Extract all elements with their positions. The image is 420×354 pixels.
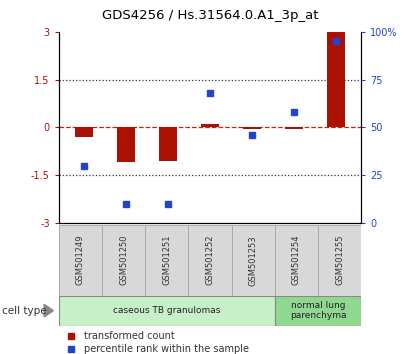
Text: GSM501249: GSM501249 [76, 235, 85, 285]
Text: GSM501250: GSM501250 [119, 235, 128, 285]
Bar [117, 127, 136, 162]
Bar [327, 32, 346, 127]
Text: GSM501253: GSM501253 [249, 235, 258, 286]
FancyBboxPatch shape [102, 225, 145, 296]
FancyBboxPatch shape [231, 225, 275, 296]
Text: GSM501255: GSM501255 [335, 235, 344, 285]
Polygon shape [44, 304, 53, 317]
Text: cell type: cell type [2, 306, 47, 316]
Text: GSM501254: GSM501254 [292, 235, 301, 285]
Text: transformed count: transformed count [84, 331, 175, 341]
Text: GDS4256 / Hs.31564.0.A1_3p_at: GDS4256 / Hs.31564.0.A1_3p_at [102, 9, 318, 22]
Text: GSM501251: GSM501251 [162, 235, 171, 285]
FancyBboxPatch shape [59, 296, 275, 326]
FancyBboxPatch shape [275, 225, 318, 296]
FancyBboxPatch shape [59, 225, 102, 296]
FancyBboxPatch shape [318, 225, 361, 296]
Text: caseous TB granulomas: caseous TB granulomas [113, 306, 220, 315]
Text: percentile rank within the sample: percentile rank within the sample [84, 344, 249, 354]
Bar [159, 127, 178, 161]
FancyBboxPatch shape [189, 225, 231, 296]
FancyBboxPatch shape [145, 225, 189, 296]
Bar [75, 127, 94, 137]
Bar [243, 127, 261, 129]
Bar [201, 124, 220, 127]
Text: normal lung
parenchyma: normal lung parenchyma [290, 301, 346, 320]
FancyBboxPatch shape [275, 296, 361, 326]
Text: GSM501252: GSM501252 [205, 235, 215, 285]
Bar [285, 127, 304, 129]
